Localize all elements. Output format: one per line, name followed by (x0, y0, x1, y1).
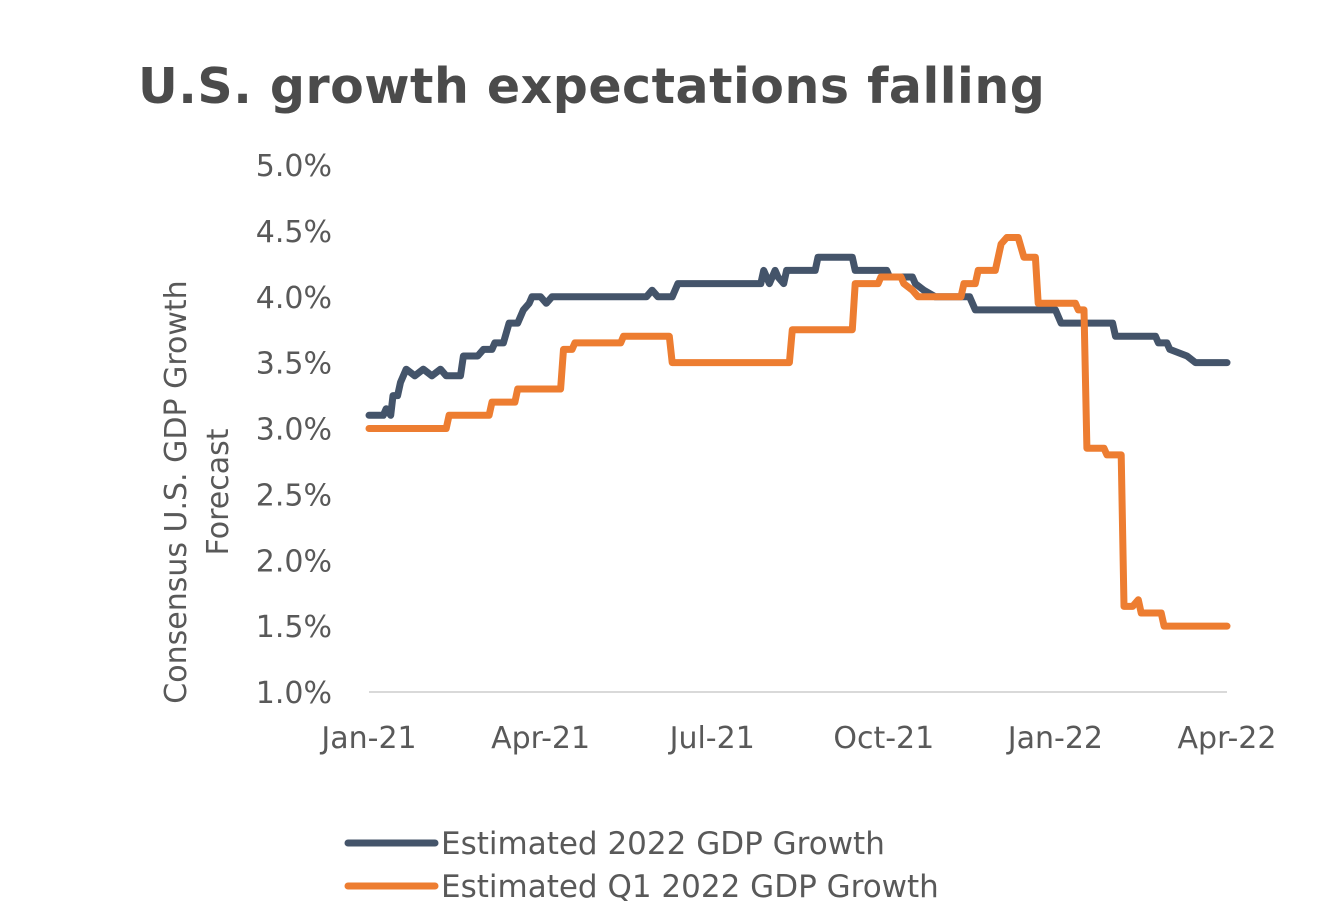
x-tick-label: Jan-21 (319, 721, 416, 756)
chart-title: U.S. growth expectations falling (138, 58, 1046, 115)
y-tick-label: 5.0% (256, 149, 332, 184)
y-tick-label: 3.5% (256, 347, 332, 382)
series-line-2 (365, 234, 1231, 630)
x-tick-label: Jul-21 (668, 721, 755, 756)
y-axis-label: Consensus U.S. GDP Growth Forecast (159, 280, 236, 703)
x-tick-label: Jan-22 (1006, 721, 1103, 756)
legend: Estimated 2022 GDP Growth Estimated Q1 20… (344, 826, 939, 905)
y-tick-label: 1.0% (256, 676, 332, 711)
y-axis-label-line-1: Consensus U.S. GDP Growth (159, 280, 194, 703)
y-tick-label: 1.5% (256, 610, 332, 645)
x-tick-label: Oct-21 (833, 721, 934, 756)
y-tick-label: 4.5% (256, 215, 332, 250)
y-tick-label: 2.5% (256, 478, 332, 513)
legend-label: Estimated Q1 2022 GDP Growth (441, 869, 939, 905)
y-tick-label: 3.0% (256, 413, 332, 448)
series-group (365, 234, 1231, 630)
y-tick-label: 4.0% (256, 281, 332, 316)
x-tick-label: Apr-22 (1178, 721, 1277, 756)
x-tick-label: Apr-21 (491, 721, 590, 756)
series-line-1 (365, 253, 1231, 419)
legend-label: Estimated 2022 GDP Growth (441, 826, 885, 862)
y-axis-label-line-2: Forecast (201, 428, 236, 555)
y-tick-label: 2.0% (256, 544, 332, 579)
x-axis-ticks: Jan-21 Apr-21 Jul-21 Oct-21 Jan-22 Apr-22 (319, 721, 1276, 756)
y-axis-ticks: 1.0% 1.5% 2.0% 2.5% 3.0% 3.5% 4.0% 4.5% 5.0% (256, 149, 332, 711)
